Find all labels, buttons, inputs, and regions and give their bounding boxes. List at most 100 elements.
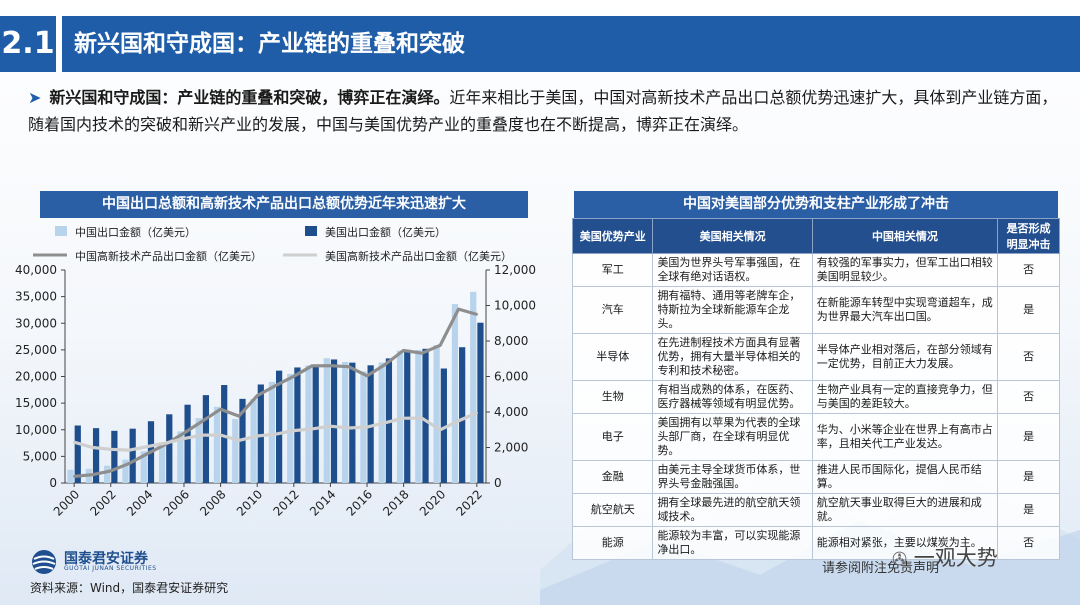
line-point: [365, 425, 369, 429]
description-cell: 在新能源车转型中实现弯道超车，成为世界最大汽车出口国。: [811, 286, 999, 334]
x-tick-label: 2014: [307, 487, 338, 518]
description-cell: 有相当成熟的体系，在医药、医疗器械等领域有明显优势。: [652, 380, 813, 414]
line-point: [310, 364, 314, 368]
line-point: [347, 365, 350, 368]
x-tick-label: 2020: [417, 487, 448, 518]
line-point: [439, 428, 442, 431]
line-point: [109, 448, 112, 451]
line-point: [201, 420, 204, 423]
line-point: [274, 384, 277, 387]
line-point: [255, 394, 259, 397]
impact-cell: 是: [997, 493, 1060, 527]
impact-cell: 是: [997, 413, 1060, 461]
bar-us-export: [257, 384, 264, 483]
line-point: [292, 375, 296, 378]
x-tick-label: 2004: [124, 487, 155, 518]
line-point: [182, 437, 186, 440]
industry-cell: 航空航天: [571, 493, 654, 527]
legend-label: 中国出口金额（亿美元）: [75, 225, 196, 239]
line-point: [310, 427, 314, 431]
legend-label: 中国高新技术产品出口金额（亿美元）: [75, 249, 262, 263]
line-point: [164, 441, 167, 445]
legend-label: 美国高新技术产品出口金额（亿美元）: [325, 249, 512, 263]
bar-china-export: [433, 345, 440, 483]
bar-us-export: [312, 364, 319, 483]
line-point: [237, 439, 241, 442]
line-point: [402, 349, 405, 352]
x-tick-label: 2000: [51, 487, 82, 518]
line-point: [420, 352, 424, 355]
y-right-tick-label: 6,000: [494, 370, 528, 384]
legend-label: 美国出口金额（亿美元）: [325, 225, 446, 239]
line-point: [255, 434, 259, 438]
line-point: [365, 374, 369, 377]
bar-china-export: [250, 398, 257, 483]
x-tick-label: 2006: [161, 487, 192, 518]
bar-china-export: [396, 350, 404, 483]
y-right-tick-label: 12,000: [494, 263, 536, 277]
table-title: 中国对美国部分优势和支柱产业形成了冲击: [574, 191, 1058, 218]
bar-us-export: [330, 359, 338, 483]
y-left-tick-label: 10,000: [15, 423, 57, 437]
description-cell: 能源相对紧张，主要以煤炭为主。: [811, 526, 999, 560]
bar-china-export: [104, 465, 111, 483]
line-point: [72, 440, 76, 444]
line-point: [146, 445, 149, 448]
legend-swatch: [55, 226, 67, 236]
page-title: 新兴国和守成国：产业链的重叠和突破: [62, 16, 1080, 72]
table-row: 半导体 在先进制程技术方面具有显著优势，拥有大量半导体相关的专利和技术秘密。 半导体…: [571, 333, 1060, 381]
table-row: 能源 能源较为丰富，可以实现能源净出口。 能源相对紧张，主要以煤炭为主。否: [571, 526, 1060, 560]
bar-china-export: [268, 381, 275, 483]
line-point: [182, 431, 186, 435]
table-header-cell: 美国优势产业: [571, 218, 654, 254]
x-tick-label: 2018: [380, 487, 411, 518]
x-tick-label: 2012: [270, 487, 301, 518]
line-point: [402, 417, 405, 420]
impact-cell: 否: [997, 333, 1060, 381]
bar-us-export: [221, 385, 228, 483]
y-right-tick-label: 4,000: [494, 405, 528, 419]
y-right-tick-label: 10,000: [494, 299, 536, 313]
bar-china-export: [341, 361, 349, 483]
description-cell: 华为、小米等企业在世界上有高市占率，且相关代工产业发达。: [811, 413, 999, 461]
line-point: [219, 433, 222, 437]
description-cell: 美国拥有以苹果为代表的全球头部厂商，在全球有明显优势。: [652, 413, 813, 461]
bar-us-export: [440, 368, 447, 483]
line-point: [329, 425, 332, 428]
bar-china-export: [158, 442, 166, 483]
line-point: [201, 433, 204, 437]
y-left-tick-label: 35,000: [15, 290, 57, 304]
line-point: [237, 414, 241, 418]
bar-us-export: [74, 425, 81, 483]
industry-cell: 军工: [571, 253, 654, 287]
bar-china-export: [451, 304, 459, 483]
bar-china-export: [67, 469, 74, 483]
description-cell: 半导体产业相对落后，在部分领域有一定优势，目前正大力发展。: [811, 333, 999, 381]
bar-us-export: [129, 428, 136, 483]
y-left-tick-label: 15,000: [15, 396, 57, 410]
bar-us-export: [276, 370, 283, 483]
wechat-name: 一观大势: [913, 546, 998, 570]
y-right-tick-label: 0: [494, 476, 502, 490]
bar-us-export: [367, 365, 374, 483]
line-point: [457, 419, 460, 423]
description-cell: 拥有全球最先进的航空航天领域技术。: [652, 493, 813, 527]
x-tick-label: 2008: [197, 487, 228, 518]
industry-table: 美国优势产业 美国相关情况 中国相关情况 是否形成明显冲击 军工 美国为世界头号军事强国…: [571, 218, 1060, 560]
x-tick-label: 2002: [87, 487, 118, 518]
x-tick-label: 2010: [234, 487, 265, 518]
line-point: [475, 313, 479, 316]
description-cell: 在先进制程技术方面具有显著优势，拥有大量半导体相关的专利和技术秘密。: [652, 333, 813, 381]
bar-china-export: [232, 419, 239, 483]
source-note: 资料来源：Wind，国泰君安证券研究: [30, 581, 229, 595]
y-left-tick-label: 0: [49, 476, 57, 490]
bar-us-export: [111, 430, 118, 483]
bar-china-export: [195, 418, 202, 483]
x-tick-label: 2016: [344, 487, 375, 518]
table-row: 电子 美国拥有以苹果为代表的全球头部厂商，在全球有明显优势。 华为、小米等企业在世界…: [571, 413, 1060, 461]
industry-cell: 能源: [571, 526, 654, 560]
industry-cell: 生物: [571, 380, 654, 414]
line-point: [109, 469, 112, 473]
y-left-tick-label: 5,000: [23, 449, 57, 463]
bar-us-export: [459, 347, 466, 483]
